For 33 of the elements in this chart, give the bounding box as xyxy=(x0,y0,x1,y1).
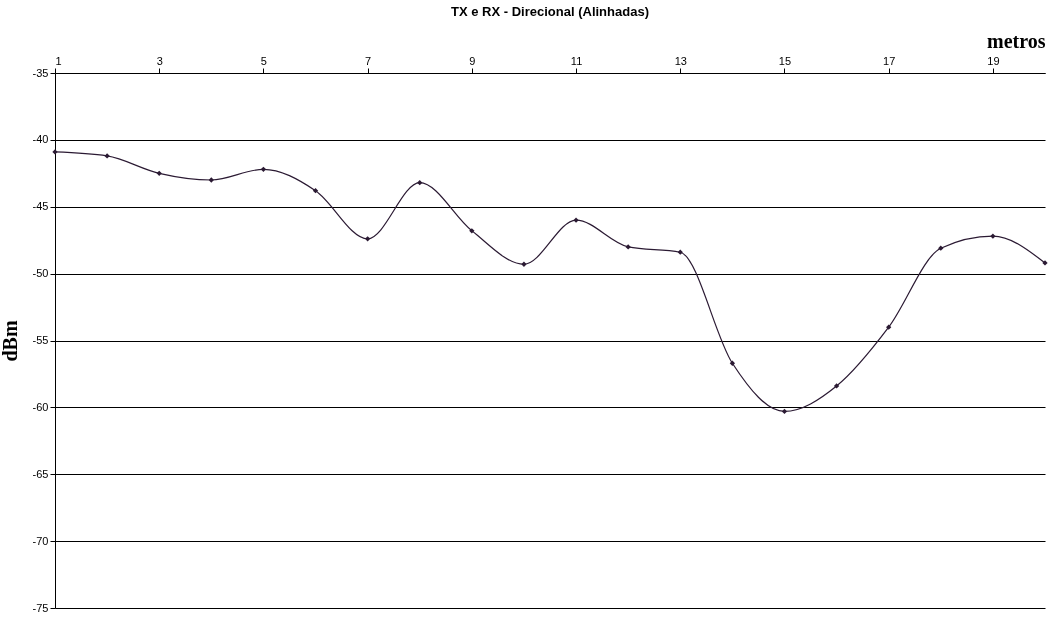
x-tick-label: 3 xyxy=(156,54,163,67)
y-tick-label: -40 xyxy=(32,133,49,146)
x-tick-label: 7 xyxy=(365,54,372,67)
x-tick-label: 5 xyxy=(260,54,267,67)
x-tick-label: 13 xyxy=(674,54,687,67)
point xyxy=(260,166,267,172)
x-tick-label: 19 xyxy=(987,54,1000,67)
y-tick-label: -45 xyxy=(32,200,49,213)
point xyxy=(833,383,840,389)
point xyxy=(886,324,892,330)
point xyxy=(417,180,423,186)
point xyxy=(364,236,371,242)
y-tick-label: -75 xyxy=(32,601,49,614)
chart-title: TX e RX - Direcional (Alinhadas) xyxy=(451,4,649,19)
y-tick-label: -35 xyxy=(32,66,49,79)
point xyxy=(677,249,683,255)
x-axis-title: metros xyxy=(987,29,1046,52)
x-tick-label: 11 xyxy=(570,54,583,67)
x-tick-label: 15 xyxy=(778,54,792,67)
x-tick-label: 17 xyxy=(883,54,896,67)
point xyxy=(938,245,944,251)
point xyxy=(156,170,162,176)
y-tick-label: -65 xyxy=(32,467,49,480)
y-tick-label: -60 xyxy=(32,400,49,413)
y-axis-title: dBm xyxy=(0,320,21,362)
x-tick-label: 1 xyxy=(55,54,62,67)
point xyxy=(729,360,736,366)
x-tick-label: 9 xyxy=(469,54,476,67)
point xyxy=(312,188,319,194)
y-tick-label: -50 xyxy=(32,267,49,280)
y-tick-label: -70 xyxy=(32,534,49,547)
point xyxy=(781,408,788,415)
y-tick-label: -55 xyxy=(32,334,49,346)
